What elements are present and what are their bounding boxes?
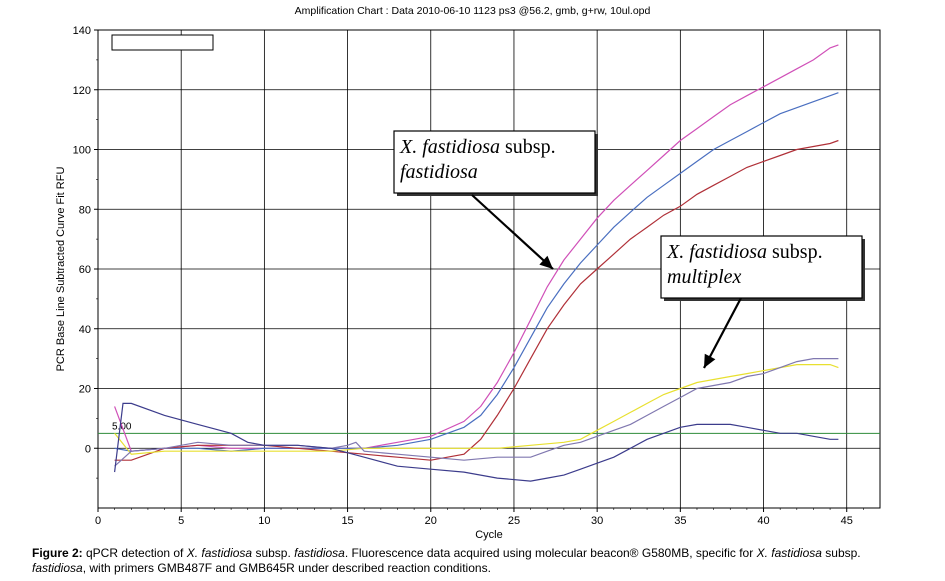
caption-label: Figure 2:	[32, 546, 83, 560]
annotation-fastidiosa-line1: X. fastidiosa subsp.	[399, 136, 556, 158]
caption-italic-2: fastidiosa	[294, 546, 345, 560]
annotation-multiplex-arrow-head	[704, 353, 716, 368]
annotation-fastidiosa-species: X. fastidiosa	[399, 136, 500, 158]
annotation-fastidiosa-line2: fastidiosa	[400, 161, 478, 183]
annotation-multiplex-arrow-shaft	[703, 297, 742, 369]
annotation-multiplex-line2: multiplex	[667, 266, 742, 288]
y-tick-label: 80	[79, 204, 91, 216]
amplification-chart: 0 5 10 15 20 25 30 35 40 45 0 20 40 60 80 100 120 140 Cycl…	[55, 25, 881, 541]
annotation-multiplex-species: X. fastidiosa	[666, 241, 767, 263]
annotation-fastidiosa-arrow-head	[539, 255, 553, 269]
caption-italic-3: X. fastidiosa	[756, 546, 822, 560]
x-tick-label: 45	[841, 515, 853, 527]
chart-title: Amplification Chart : Data 2010-06-10 11…	[294, 5, 651, 17]
y-tick-label: 100	[73, 145, 91, 157]
y-tick-label: 0	[85, 443, 91, 455]
x-tick-label: 40	[757, 515, 769, 527]
x-tick-label: 15	[341, 515, 353, 527]
caption-text-1: qPCR detection of	[82, 546, 187, 560]
series-line-4	[114, 364, 839, 455]
legend-box	[111, 34, 214, 51]
annotation-multiplex-line1: X. fastidiosa subsp.	[666, 241, 823, 263]
y-axis-label: PCR Base Line Subtracted Curve Fit RFU	[55, 167, 67, 372]
y-tick-label: 40	[79, 324, 91, 336]
figure-caption: Figure 2: qPCR detection of X. fastidios…	[32, 546, 937, 576]
annotation-fastidiosa-arrow-shaft	[471, 194, 554, 270]
annotation-multiplex-box	[660, 235, 863, 299]
x-tick-label: 30	[591, 515, 603, 527]
caption-text-3: . Fluorescence data acquired using molec…	[344, 546, 757, 560]
series-line-2	[114, 92, 839, 452]
caption-italic-4: fastidiosa	[32, 561, 83, 575]
x-axis-label: Cycle	[475, 529, 503, 541]
y-tick-label: 120	[73, 85, 91, 97]
y-tick-label: 60	[79, 264, 91, 276]
annotation-fastidiosa-subsp: subsp.	[500, 136, 556, 158]
caption-italic-1: X. fastidiosa	[186, 546, 253, 560]
x-tick-label: 10	[258, 515, 270, 527]
x-tick-label: 5	[178, 515, 184, 527]
x-tick-label: 25	[508, 515, 520, 527]
y-tick-label: 140	[73, 25, 91, 37]
series-line-6	[114, 402, 839, 482]
caption-text-4: subsp.	[821, 546, 861, 560]
caption-text-2: subsp.	[252, 546, 295, 560]
y-tick-label: 20	[79, 384, 91, 396]
x-tick-label: 20	[425, 515, 437, 527]
annotation-fastidiosa-box	[393, 130, 596, 194]
annotation-multiplex-subsp: subsp.	[767, 241, 823, 263]
x-tick-label: 35	[674, 515, 686, 527]
x-tick-label: 0	[95, 515, 101, 527]
caption-text-5: , with primers GMB487F and GMB645R under…	[82, 561, 491, 575]
series-line-3	[114, 139, 839, 461]
